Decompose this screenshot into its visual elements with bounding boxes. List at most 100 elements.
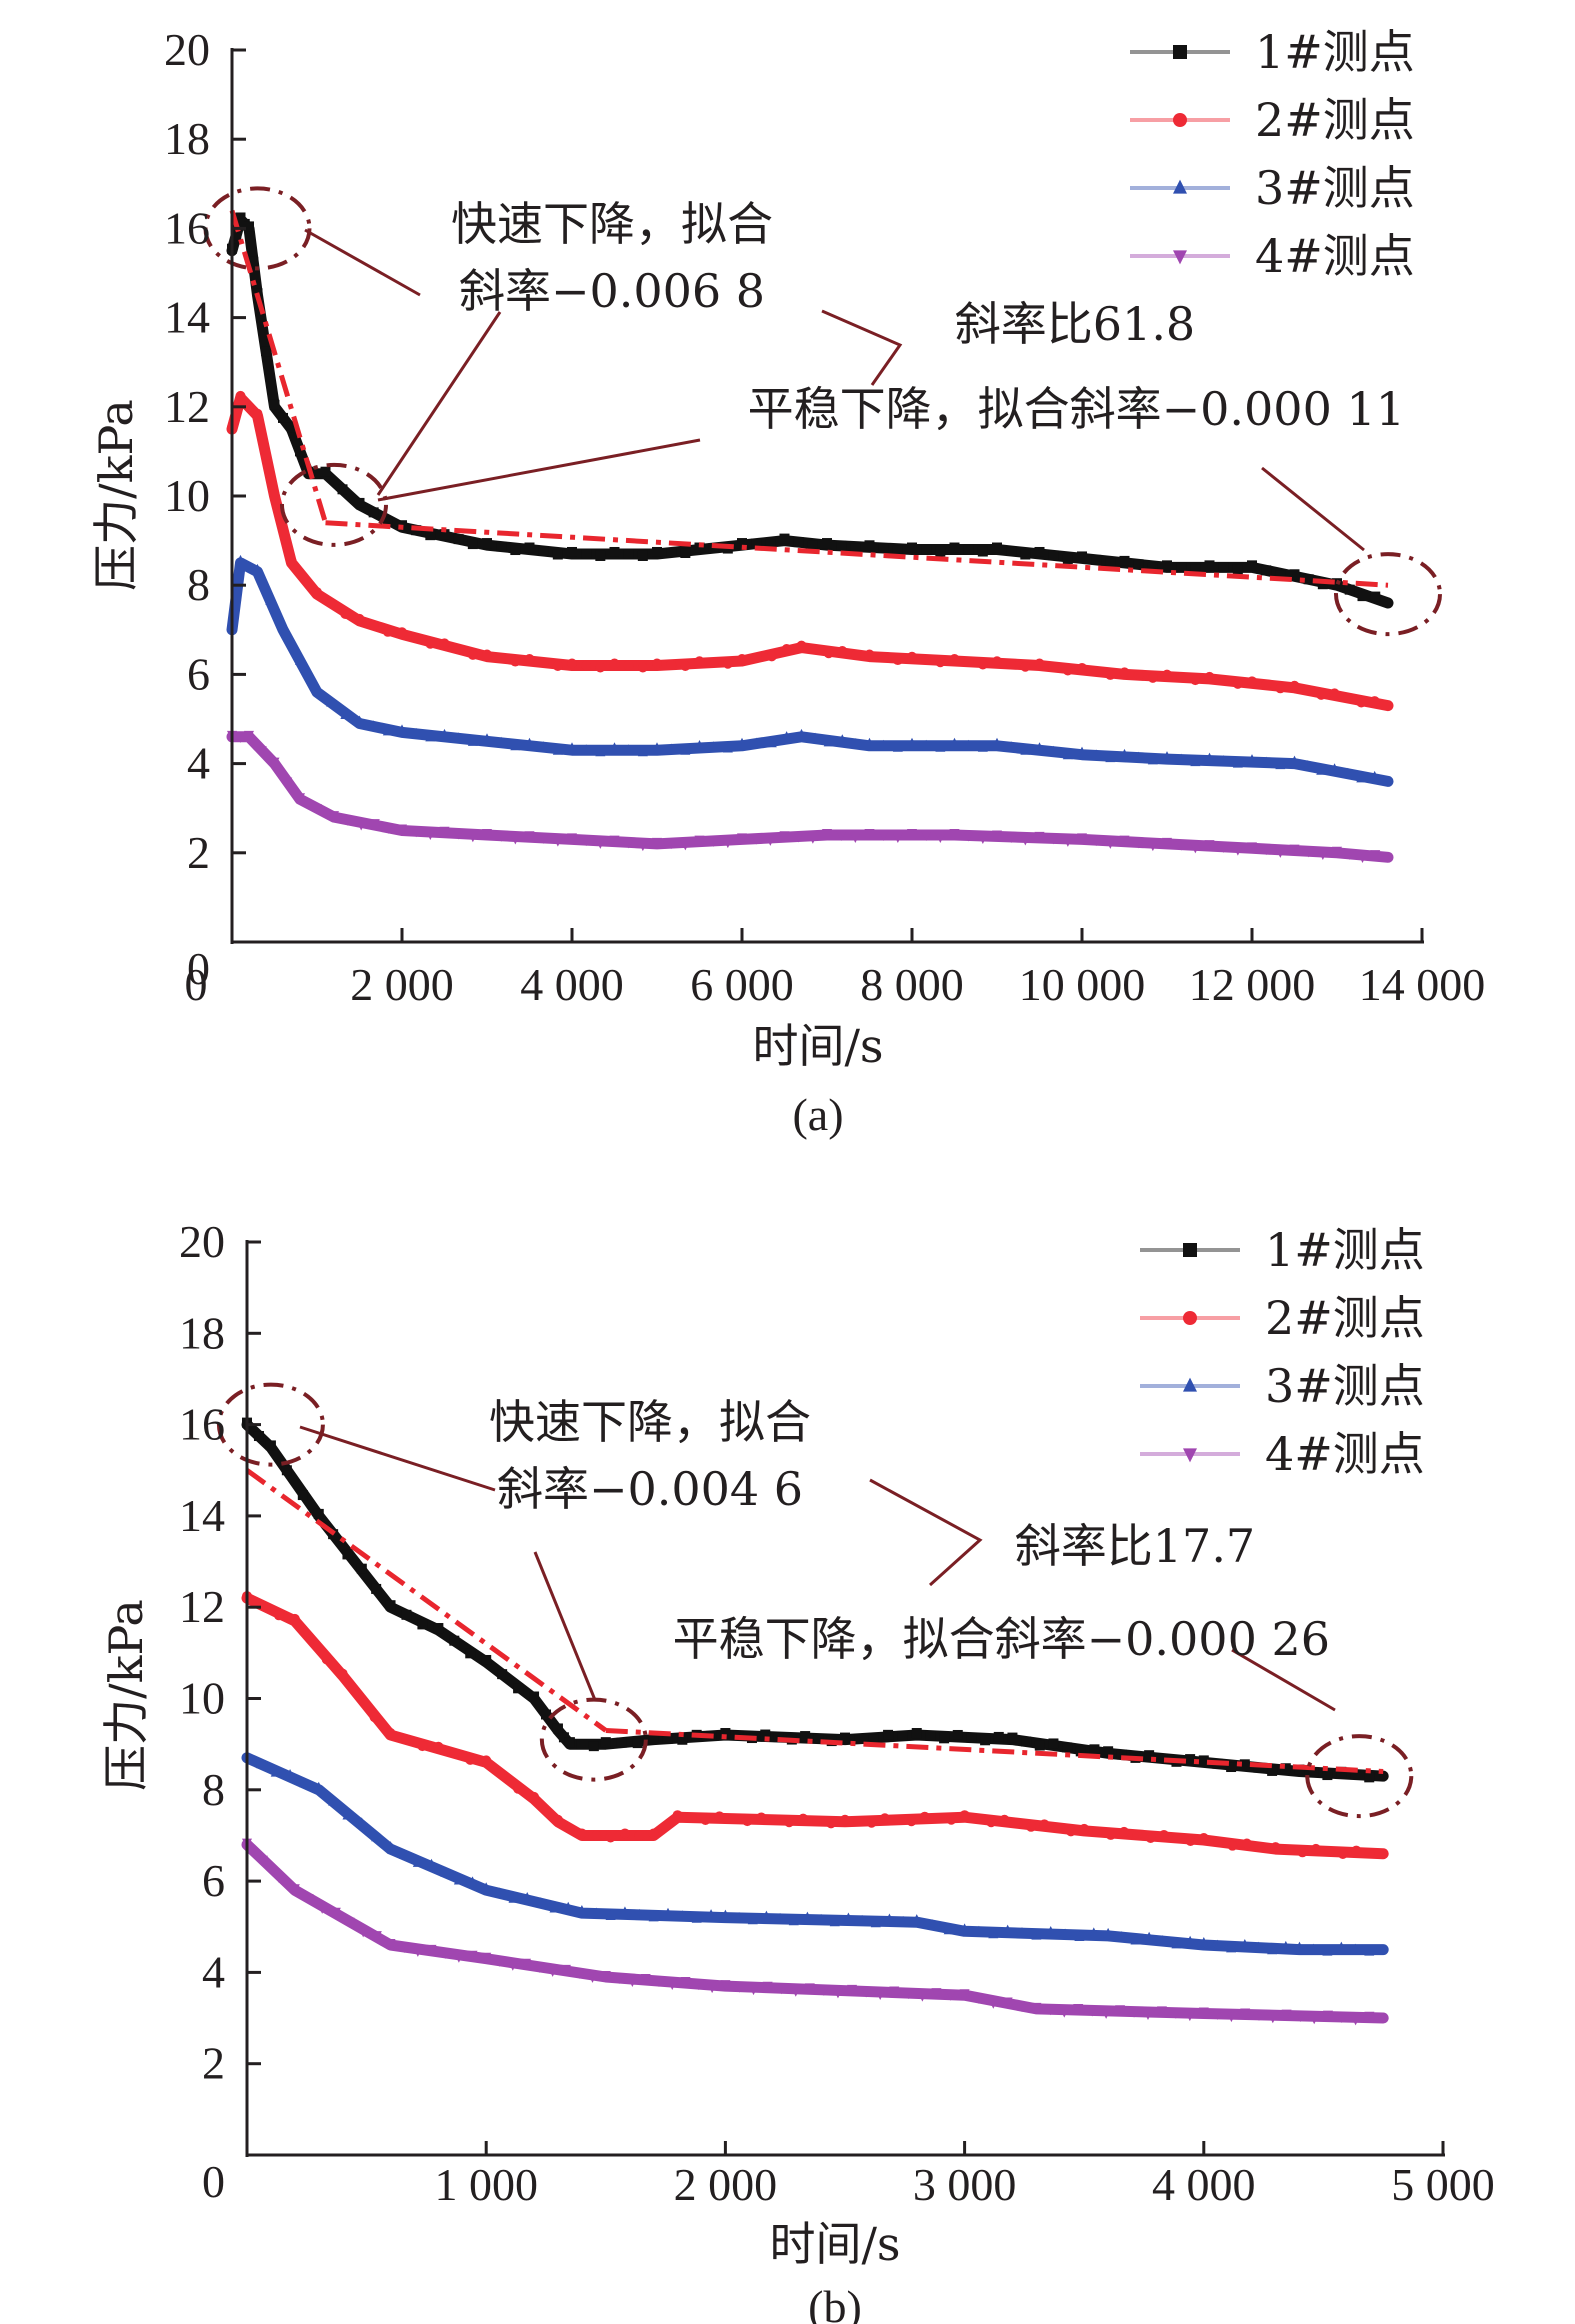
data-point-2 [1119, 1826, 1130, 1837]
callout-line-fast-start [304, 228, 421, 297]
y-tick-label: 14 [179, 1490, 225, 1541]
data-point-3 [278, 621, 288, 632]
data-point-1 [609, 546, 620, 557]
data-point-4 [1261, 845, 1272, 856]
data-point-3 [943, 1924, 954, 1935]
data-point-1 [439, 529, 450, 540]
data-point-4 [680, 840, 691, 851]
data-point-1 [401, 1609, 412, 1620]
data-point-3 [1062, 749, 1073, 760]
data-point-4 [358, 1927, 369, 1938]
data-point-3 [1162, 751, 1172, 762]
data-point-1 [278, 412, 288, 423]
data-point-4 [1323, 2010, 1333, 2021]
data-point-3 [927, 1919, 938, 1930]
data-point-3 [737, 737, 747, 748]
data-point-3 [467, 1876, 478, 1887]
legend-marker-icon [1183, 1448, 1197, 1463]
data-point-1 [235, 212, 246, 223]
data-point-2 [257, 1600, 268, 1611]
data-point-1 [883, 1729, 894, 1740]
data-point-4 [875, 1990, 886, 2001]
data-point-4 [399, 1942, 410, 1953]
data-point-1 [632, 1738, 643, 1749]
annotation-slow: 平稳下降，拟合斜率−0.000 26 [673, 1612, 1330, 1666]
data-point-4 [847, 1984, 858, 1995]
data-point-3 [1157, 1935, 1168, 1946]
data-point-2 [1147, 672, 1158, 683]
data-point-1 [581, 548, 592, 559]
data-point-1 [992, 542, 1002, 553]
annotation-ratio: 斜率比61.8 [955, 297, 1195, 351]
series-line-1 [241, 1419, 1389, 1782]
data-point-1 [1021, 1736, 1032, 1747]
data-point-1 [616, 1737, 627, 1748]
data-point-4 [1204, 840, 1215, 851]
data-point-3 [1074, 1930, 1085, 1941]
callout-lines [304, 228, 1365, 552]
data-point-1 [1006, 546, 1017, 557]
data-point-4 [1370, 850, 1381, 861]
series-group [226, 212, 1394, 864]
data-point-4 [303, 1894, 314, 1905]
data-point-3 [576, 1905, 587, 1916]
data-point-2 [840, 1814, 850, 1825]
data-point-1 [385, 1600, 396, 1611]
y-tick-label: 16 [179, 1399, 225, 1450]
data-point-4 [244, 730, 254, 741]
data-point-1 [354, 497, 365, 508]
data-point-3 [591, 1907, 602, 1918]
y-tick-label: 12 [164, 381, 210, 432]
data-point-3 [581, 744, 592, 755]
data-point-1 [1289, 569, 1300, 580]
data-point-3 [1034, 742, 1045, 753]
x-tick-label: 0 [185, 959, 208, 1010]
data-point-2 [837, 645, 848, 656]
data-point-4 [807, 833, 818, 844]
data-point-4 [931, 1988, 942, 1999]
data-point-1 [694, 542, 705, 553]
callout-line-slow-end [1261, 466, 1365, 552]
data-point-2 [1185, 1836, 1196, 1847]
series-line-4 [226, 731, 1394, 863]
data-point-4 [574, 1968, 585, 1979]
data-point-2 [453, 644, 464, 655]
data-point-4 [344, 1917, 355, 1928]
data-point-4 [467, 1950, 478, 1961]
data-point-2 [648, 1828, 659, 1839]
data-point-2 [623, 660, 634, 671]
callout-line-slow-end [1231, 1648, 1336, 1712]
data-point-1 [312, 468, 322, 479]
data-point-1 [1034, 546, 1045, 557]
data-point-3 [1316, 764, 1327, 775]
x-axis: 1 000 2 000 3 000 4 000 5 000 [246, 2141, 1495, 2210]
data-point-3 [1267, 1944, 1278, 1955]
data-point-2 [299, 573, 310, 584]
data-point-1 [320, 466, 331, 477]
data-point-4 [945, 1990, 956, 2001]
data-point-4 [804, 1983, 815, 1994]
slow-fit-line [605, 1727, 1384, 1775]
data-point-2 [269, 489, 280, 499]
data-point-3 [829, 1916, 840, 1927]
data-point-2 [1091, 666, 1102, 677]
data-point-2 [1247, 676, 1257, 687]
data-point-4 [1289, 844, 1300, 855]
data-point-1 [677, 1734, 688, 1745]
legend-marker-icon [1183, 1243, 1197, 1257]
data-point-4 [694, 835, 705, 846]
series-line-3 [241, 1752, 1389, 1956]
data-point-3 [992, 737, 1002, 748]
data-point-4 [1101, 2008, 1112, 2019]
data-point-2 [289, 1613, 300, 1624]
data-point-4 [312, 804, 322, 815]
legend-marker-icon [1173, 113, 1187, 127]
data-point-3 [265, 594, 276, 605]
data-point-3 [648, 1911, 659, 1922]
data-point-1 [1119, 555, 1130, 566]
data-point-1 [779, 533, 790, 544]
series-group [241, 1417, 1389, 2026]
data-point-4 [342, 815, 353, 826]
data-point-3 [1045, 1926, 1056, 1937]
data-point-1 [840, 1732, 850, 1743]
